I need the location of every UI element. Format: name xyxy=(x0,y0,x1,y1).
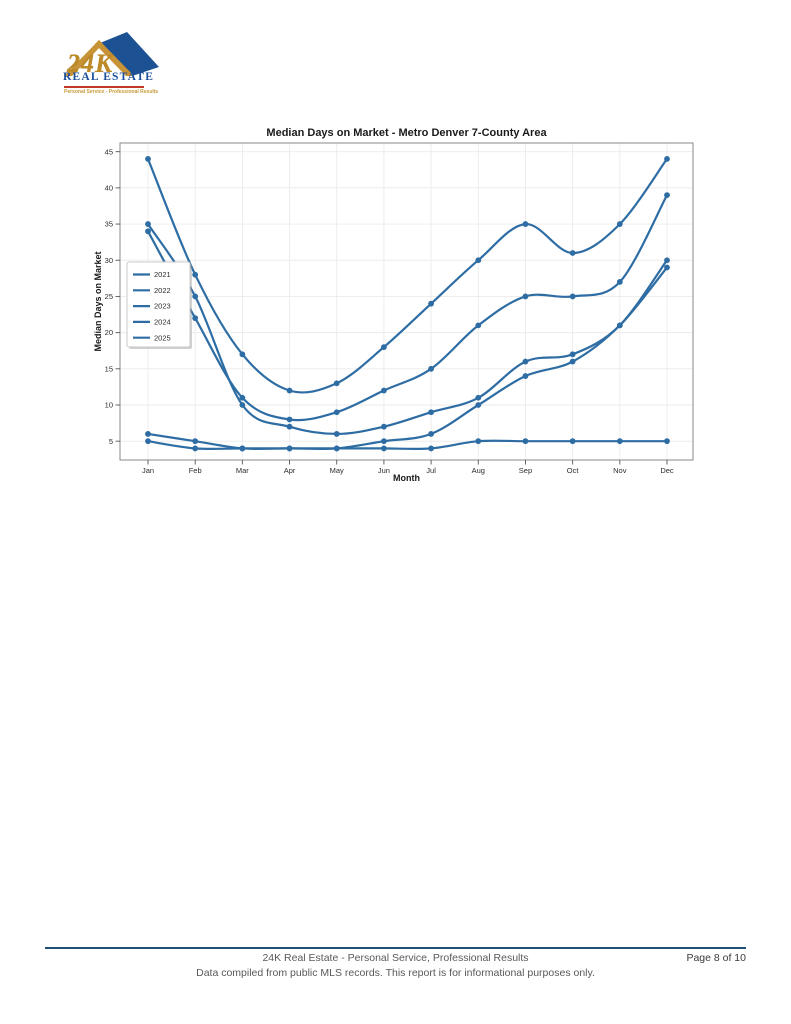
legend: 2021 2022 2023 2024 2025 xyxy=(126,261,192,349)
plot-border xyxy=(119,142,694,461)
svg-text:25: 25 xyxy=(105,292,113,301)
company-logo: 24K REAL ESTATE Personal Service - Profe… xyxy=(60,28,190,108)
x-axis: Jan Feb Mar Apr May Jun Jul Aug Sep Oct Nov Dec xyxy=(142,460,674,475)
svg-text:Sep: Sep xyxy=(519,466,532,475)
svg-text:May: May xyxy=(330,466,344,475)
svg-text:10: 10 xyxy=(105,401,113,410)
series-2023 xyxy=(145,221,670,437)
svg-text:Dec: Dec xyxy=(660,466,674,475)
y-axis: 5 10 15 20 25 30 35 40 45 xyxy=(105,147,120,446)
svg-text:Feb: Feb xyxy=(189,466,202,475)
svg-text:Aug: Aug xyxy=(472,466,485,475)
footer-disclaimer: Data compiled from public MLS records. T… xyxy=(196,967,595,979)
svg-text:2024: 2024 xyxy=(154,318,171,327)
median-days-on-market-chart: 5 10 15 20 25 30 35 40 45 Jan Feb Mar Apr May Jun Jul Au… xyxy=(40,113,751,493)
series-2024 xyxy=(145,192,670,423)
svg-text:5: 5 xyxy=(109,437,113,446)
logo-brand-text: 24K xyxy=(67,49,114,78)
page-number: Page 8 of 10 xyxy=(686,952,746,964)
svg-text:40: 40 xyxy=(105,183,113,192)
svg-text:2023: 2023 xyxy=(154,302,171,311)
svg-text:2025: 2025 xyxy=(154,333,171,342)
gridlines xyxy=(120,143,693,460)
logo-divider xyxy=(64,86,144,88)
svg-text:Nov: Nov xyxy=(613,466,627,475)
x-axis-label: Month xyxy=(393,473,420,483)
svg-text:Jul: Jul xyxy=(426,466,436,475)
svg-text:35: 35 xyxy=(105,220,113,229)
svg-text:Jun: Jun xyxy=(378,466,390,475)
chart-title: Median Days on Market - Metro Denver 7-C… xyxy=(266,127,547,139)
svg-text:30: 30 xyxy=(105,256,113,265)
svg-text:Apr: Apr xyxy=(284,466,296,475)
series-2022 xyxy=(145,264,670,452)
svg-text:Mar: Mar xyxy=(236,466,249,475)
y-axis-label: Median Days on Market xyxy=(93,251,103,351)
footer-slogan: 24K Real Estate - Personal Service, Prof… xyxy=(262,952,529,964)
svg-text:2021: 2021 xyxy=(154,270,171,279)
svg-text:Jan: Jan xyxy=(142,466,154,475)
svg-text:45: 45 xyxy=(105,147,113,156)
house-roof-icon xyxy=(64,32,159,76)
logo-tagline: Personal Service - Professional Results xyxy=(64,88,159,95)
svg-text:2022: 2022 xyxy=(154,286,171,295)
series-2025 xyxy=(145,156,670,394)
svg-text:15: 15 xyxy=(105,364,113,373)
footer-divider xyxy=(45,947,746,950)
svg-text:Oct: Oct xyxy=(567,466,580,475)
logo-company-name: REAL ESTATE xyxy=(63,71,155,83)
svg-text:20: 20 xyxy=(105,328,113,337)
